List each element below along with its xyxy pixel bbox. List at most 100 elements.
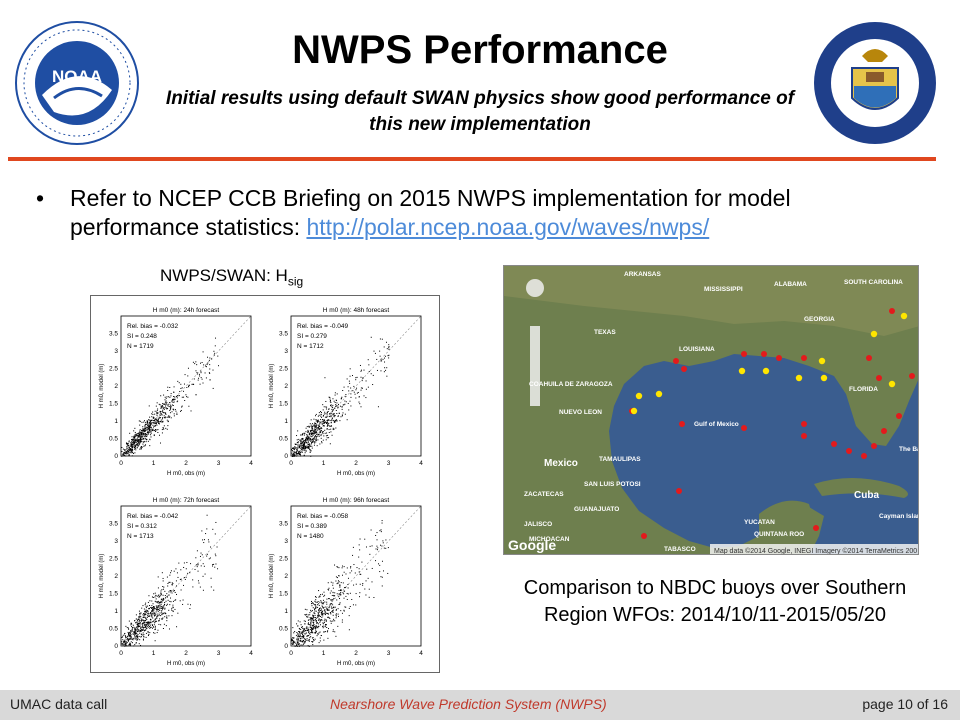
- x-axis-label: H m0, obs (m): [167, 661, 205, 667]
- y-tick-label: 0: [284, 643, 288, 650]
- buoy-marker: [870, 330, 878, 338]
- buoy-marker: [900, 312, 908, 320]
- map-label: NUEVO LEON: [559, 409, 602, 416]
- scatter-panel: H m0 (m): 72h forecast Rel. bias = -0.042…: [99, 497, 253, 667]
- y-tick-label: 3.5: [109, 331, 118, 338]
- buoy-marker: [866, 355, 872, 361]
- bullet-point: • Refer to NCEP CCB Briefing on 2015 NWP…: [36, 184, 926, 242]
- x-tick-label: 1: [322, 650, 326, 657]
- y-tick-label: 0.5: [279, 626, 288, 633]
- scatter-figure: H m0 (m): 24h forecast Rel. bias = -0.032…: [90, 295, 440, 673]
- y-tick-label: 3: [114, 348, 118, 355]
- map-label: FLORIDA: [849, 386, 878, 393]
- x-tick-label: 3: [387, 460, 391, 467]
- y-tick-label: 2: [114, 573, 118, 580]
- map-label: JALISCO: [524, 521, 552, 528]
- map-label: GEORGIA: [804, 316, 835, 323]
- buoy-marker: [831, 441, 837, 447]
- buoy-marker: [741, 351, 747, 357]
- y-tick-label: 3: [114, 538, 118, 545]
- panel-title: H m0 (m): 72h forecast: [153, 497, 220, 504]
- buoy-marker: [676, 488, 682, 494]
- buoy-marker: [655, 390, 663, 398]
- x-axis-label: H m0, obs (m): [337, 471, 375, 477]
- x-tick-label: 3: [217, 460, 221, 467]
- x-tick-label: 2: [354, 650, 358, 657]
- gulf-map: ARKANSAS MISSISSIPPI ALABAMA SOUTH CAROLINA…: [504, 266, 918, 554]
- buoy-marker: [909, 373, 915, 379]
- scatter-panel: H m0 (m): 48h forecast Rel. bias = -0.049…: [269, 307, 423, 477]
- scatter-points: [121, 514, 219, 647]
- map-label: TAMAULIPAS: [599, 456, 641, 463]
- y-tick-label: 0: [284, 453, 288, 460]
- buoy-marker: [861, 453, 867, 459]
- buoy-marker: [876, 375, 882, 381]
- buoy-marker: [896, 413, 902, 419]
- scatter-panel: H m0 (m): 24h forecast Rel. bias = -0.032…: [99, 307, 253, 477]
- title-divider: [8, 157, 936, 161]
- y-tick-label: 2.5: [279, 366, 288, 373]
- x-tick-label: 4: [419, 650, 423, 657]
- x-tick-label: 3: [387, 650, 391, 657]
- scatter-heading-text: NWPS/SWAN: H: [160, 266, 288, 285]
- y-axis-label: H m0, model (m): [99, 364, 105, 409]
- buoy-marker: [846, 448, 852, 454]
- y-tick-label: 2: [114, 383, 118, 390]
- panel-stat: SI = 0.312: [127, 523, 157, 530]
- noaa-logo: NOAA: [15, 21, 139, 145]
- page-number: page 10 of 16: [862, 696, 948, 712]
- scatter-plots: H m0 (m): 24h forecast Rel. bias = -0.032…: [99, 307, 423, 667]
- scatter-points: [121, 337, 220, 457]
- buoy-marker: [630, 407, 638, 415]
- buoy-marker: [776, 355, 782, 361]
- buoy-marker: [673, 358, 679, 364]
- panel-title: H m0 (m): 48h forecast: [323, 307, 390, 314]
- x-tick-label: 1: [152, 460, 156, 467]
- scatter-heading: NWPS/SWAN: Hsig: [160, 266, 303, 288]
- x-tick-label: 0: [289, 460, 293, 467]
- buoy-marker: [635, 392, 643, 400]
- y-tick-label: 1: [284, 418, 288, 425]
- y-tick-label: 0.5: [279, 436, 288, 443]
- x-tick-label: 2: [184, 460, 188, 467]
- y-tick-label: 0.5: [109, 436, 118, 443]
- panel-title: H m0 (m): 24h forecast: [153, 307, 220, 314]
- department-of-commerce-seal: [814, 22, 936, 144]
- y-tick-label: 1: [114, 608, 118, 615]
- buoy-marker: [818, 357, 826, 365]
- x-tick-label: 3: [217, 650, 221, 657]
- map-label: QUINTANA ROO: [754, 531, 804, 538]
- buoy-marker: [641, 533, 647, 539]
- y-tick-label: 2.5: [109, 366, 118, 373]
- panel-frame: [290, 315, 422, 457]
- bullet-icon: •: [36, 185, 45, 211]
- panel-frame: [290, 505, 422, 647]
- map-label: GUANAJUATO: [574, 506, 619, 513]
- x-tick-label: 2: [354, 460, 358, 467]
- buoy-map: ARKANSAS MISSISSIPPI ALABAMA SOUTH CAROLINA…: [503, 265, 919, 555]
- y-tick-label: 3: [284, 348, 288, 355]
- buoy-marker: [871, 443, 877, 449]
- nwps-link[interactable]: http://polar.ncep.noaa.gov/waves/nwps/: [306, 214, 710, 240]
- panel-title: H m0 (m): 96h forecast: [323, 497, 390, 504]
- y-tick-label: 2.5: [109, 556, 118, 563]
- map-label: Mexico: [544, 458, 578, 469]
- map-label: YUCATAN: [744, 519, 775, 526]
- page-title: NWPS Performance: [292, 28, 668, 72]
- buoy-marker: [801, 355, 807, 361]
- x-axis-label: H m0, obs (m): [337, 661, 375, 667]
- map-label: Gulf of Mexico: [694, 421, 739, 428]
- buoy-marker: [881, 428, 887, 434]
- panel-frame: [120, 315, 252, 457]
- page-subtitle: Initial results using default SWAN physi…: [165, 88, 795, 135]
- bullet-text: Refer to NCEP CCB Briefing on 2015 NWPS …: [70, 185, 791, 240]
- y-axis-label: H m0, model (m): [269, 364, 275, 409]
- y-tick-label: 1.5: [279, 591, 288, 598]
- map-label: MISSISSIPPI: [704, 286, 743, 293]
- map-label: ZACATECAS: [524, 491, 564, 498]
- y-axis-label: H m0, model (m): [99, 554, 105, 599]
- panel-stat: Rel. bias = -0.042: [127, 513, 179, 520]
- buoy-marker: [888, 380, 896, 388]
- buoy-marker: [889, 308, 895, 314]
- scatter-heading-sub: sig: [287, 274, 304, 289]
